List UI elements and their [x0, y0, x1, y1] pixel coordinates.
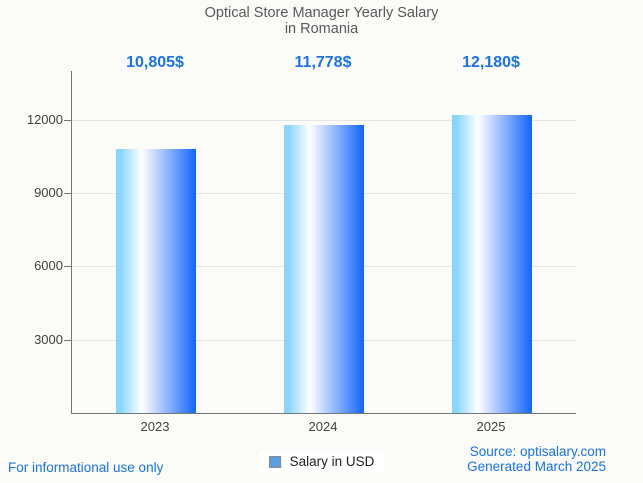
x-axis-label: 2024: [308, 419, 338, 434]
chart-title-line2: in Romania: [284, 21, 359, 37]
y-axis-tick-label: 6000: [34, 258, 63, 274]
salary-bar-2023[interactable]: [116, 149, 196, 413]
legend-label: Salary in USD: [289, 454, 375, 469]
y-axis-tick: [64, 119, 72, 121]
generated-date: Generated March 2025: [467, 459, 606, 474]
y-axis-tick: [64, 266, 72, 268]
chart-title-line1: Optical Store Manager Yearly Salary: [204, 5, 439, 21]
bar-value-label: 12,180$: [462, 54, 520, 71]
y-axis-tick: [64, 339, 72, 341]
chart-title: Optical Store Manager Yearly Salary in R…: [0, 5, 643, 37]
salary-bar-2024[interactable]: [284, 125, 364, 413]
bar-value-label: 10,805$: [126, 54, 184, 71]
plot-area: [64, 71, 576, 414]
source-block: Source: optisalary.com Generated March 2…: [467, 444, 606, 474]
legend[interactable]: Salary in USD: [259, 451, 384, 472]
source-link[interactable]: Source: optisalary.com: [469, 444, 606, 459]
bar-value-label: 11,778$: [294, 54, 352, 71]
y-axis-tick-label: 9000: [34, 185, 63, 201]
y-axis-tick-label: 3000: [34, 331, 63, 347]
y-axis-tick-label: 12000: [26, 111, 63, 127]
y-axis-tick: [64, 193, 72, 195]
x-axis-label: 2025: [476, 419, 506, 434]
legend-marker-icon: [268, 455, 281, 468]
salary-bar-2025[interactable]: [452, 115, 532, 413]
gridline: [72, 119, 576, 121]
x-axis-label: 2023: [140, 419, 170, 434]
disclaimer-text: For informational use only: [8, 460, 164, 475]
